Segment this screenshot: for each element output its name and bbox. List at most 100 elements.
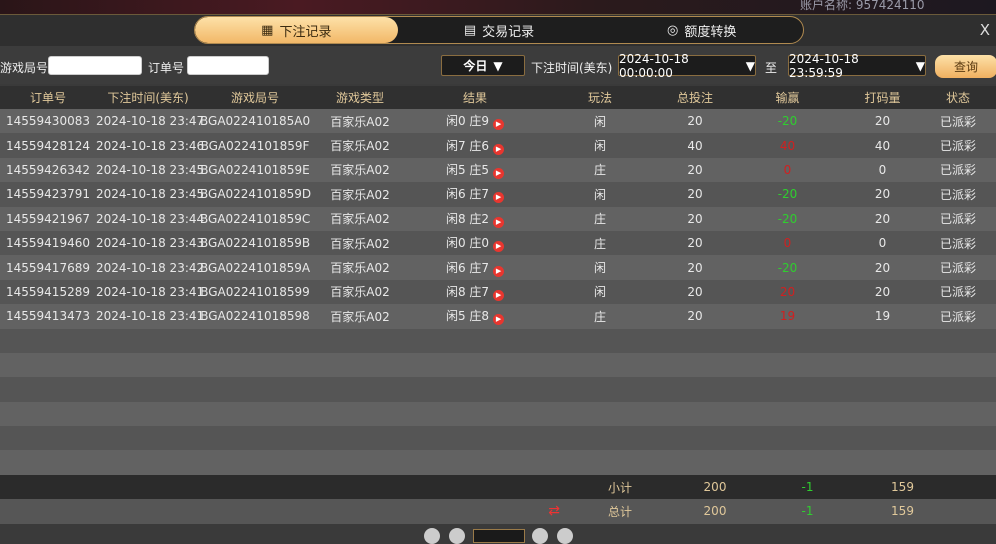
cell-win-loss: 40 [730, 139, 845, 153]
account-text: 账户名称: 957424110 [800, 0, 925, 12]
first-page-button[interactable] [424, 528, 440, 544]
end-time-select[interactable]: 2024-10-18 23:59:59 ▼ [788, 52, 926, 80]
cell-text: 20 [687, 114, 703, 129]
cell-text: 19 [874, 309, 891, 324]
replay-icon[interactable]: ▶ [493, 289, 505, 301]
table-row: 14559421967 2024-10-18 23:44 BGA0224101859… [0, 206, 996, 231]
cell-bet-time: 2024-10-18 23:47 [96, 114, 204, 128]
round-input[interactable] [48, 56, 142, 75]
last-page-button[interactable] [557, 528, 573, 544]
tab-bet-records[interactable]: ▦ 下注记录 [195, 17, 398, 43]
chevron-down-icon: ▼ [493, 58, 503, 73]
total-label: 总计 [607, 504, 632, 519]
cell-bet-type: 闲 [540, 186, 660, 203]
column-header-bet-type: 玩法 [587, 91, 612, 105]
cell-text: 40 [779, 138, 796, 153]
cell-text: 20 [687, 284, 703, 299]
tab-transaction-records[interactable]: ▤ 交易记录 [398, 17, 601, 43]
cell-text: 庄 [593, 236, 606, 251]
cell-game-type: 百家乐A02 [310, 161, 410, 178]
replay-icon[interactable]: ▶ [493, 314, 505, 326]
cell-game-type: 百家乐A02 [310, 283, 410, 300]
cell-text: 已派彩 [939, 236, 976, 251]
cell-result: 闲6 庄7 ▶ [410, 185, 540, 204]
cell-bet-time: 2024-10-18 23:45 [96, 163, 204, 177]
table-header: 订单号 下注时间(美东) 游戏局号 游戏类型 结果 玩法 总投注 输赢 打码量 状态 [0, 86, 996, 109]
cell-text: 百家乐A02 [330, 212, 390, 227]
cell-order-id: 14559417689 [0, 261, 96, 275]
period-select[interactable]: 今日 ▼ [441, 55, 525, 76]
subtotal-valid: 159 [891, 480, 914, 495]
cell-text: 庄 [593, 309, 606, 324]
replay-icon[interactable]: ▶ [493, 265, 505, 277]
cell-round-id: BGA02241018598 [200, 309, 310, 323]
start-time-select[interactable]: 2024-10-18 00:00:00 ▼ [618, 52, 756, 80]
replay-icon[interactable]: ▶ [493, 143, 505, 155]
replay-icon[interactable]: ▶ [493, 192, 505, 204]
cell-status: 已派彩 [920, 259, 996, 276]
cell-text: 百家乐A02 [330, 139, 390, 154]
cell-win-loss: -20 [730, 187, 845, 201]
cell-text: 40 [687, 138, 703, 153]
cell-valid-bet: 0 [845, 163, 920, 177]
empty-row [0, 426, 996, 451]
page-input[interactable] [473, 529, 525, 543]
end-value: 2024-10-18 23:59:59 [789, 51, 859, 80]
next-page-button[interactable] [532, 528, 548, 544]
cell-text: 闲5 庄8 [445, 309, 490, 324]
cell-bet-time: 2024-10-18 23:46 [96, 139, 204, 153]
cell-round-id: BGA0224101859A [200, 261, 310, 275]
cell-win-loss: 20 [730, 285, 845, 299]
cell-bet-time: 2024-10-18 23:43 [96, 236, 204, 250]
table-row: 14559428124 2024-10-18 23:46 BGA0224101859… [0, 133, 996, 158]
cell-text: 2024-10-18 23:41 [96, 284, 205, 299]
cell-text: 14559421967 [6, 211, 90, 226]
cell-text: 14559428124 [6, 138, 90, 153]
cell-valid-bet: 0 [845, 236, 920, 250]
cell-round-id: BGA0224101859D [200, 187, 311, 201]
column-header-result: 结果 [462, 91, 487, 105]
replay-icon[interactable]: ▶ [493, 167, 505, 179]
tab-credit-transfer[interactable]: ◎ 额度转换 [600, 17, 803, 43]
replay-icon[interactable]: ▶ [493, 119, 505, 131]
empty-row [0, 450, 996, 475]
cell-text: 20 [779, 284, 796, 299]
table-row: 14559430083 2024-10-18 23:47 BGA022410185A… [0, 109, 996, 134]
cell-text: -20 [777, 114, 798, 129]
cell-text: 20 [874, 114, 891, 129]
cell-valid-bet: 20 [845, 187, 920, 201]
column-header-win-loss: 输赢 [775, 91, 800, 105]
cell-text: 2024-10-18 23:44 [96, 211, 205, 226]
table-row: 14559423791 2024-10-18 23:45 BGA0224101859… [0, 182, 996, 207]
cell-text: 百家乐A02 [330, 236, 390, 251]
close-icon[interactable]: X [979, 21, 990, 39]
cell-total-bet: 20 [660, 236, 730, 250]
tab-bar: ▦ 下注记录 ▤ 交易记录 ◎ 额度转换 [194, 16, 804, 44]
cell-text: 20 [874, 284, 891, 299]
cell-win-loss: -20 [730, 212, 845, 226]
refresh-icon[interactable]: ⇄ [548, 503, 560, 520]
replay-icon[interactable]: ▶ [493, 241, 505, 253]
cell-text: 已派彩 [939, 139, 976, 154]
query-button[interactable]: 查询 [935, 55, 996, 78]
subtotal-bet: 200 [703, 480, 727, 495]
cell-result: 闲0 庄9 ▶ [410, 112, 540, 131]
order-input[interactable] [187, 56, 269, 75]
replay-icon[interactable]: ▶ [493, 216, 505, 228]
table-row: 14559419460 2024-10-18 23:43 BGA0224101859… [0, 230, 996, 256]
cell-bet-time: 2024-10-18 23:41 [96, 309, 204, 323]
cell-text: BGA0224101859F [200, 138, 310, 153]
cell-game-type: 百家乐A02 [310, 235, 410, 252]
cell-status: 已派彩 [920, 161, 996, 178]
cell-text: BGA022410185A0 [200, 114, 311, 129]
cell-total-bet: 20 [660, 285, 730, 299]
prev-page-button[interactable] [449, 528, 465, 544]
cell-text: 14559415289 [6, 284, 90, 299]
cell-text: 20 [687, 162, 703, 177]
cell-order-id: 14559413473 [0, 309, 96, 323]
total-row: ⇄ 总计 200 -1 159 [0, 499, 996, 524]
cell-text: 庄 [593, 163, 606, 178]
cell-status: 已派彩 [920, 137, 996, 154]
cell-text: 40 [874, 138, 891, 153]
cell-text: 20 [874, 260, 891, 275]
